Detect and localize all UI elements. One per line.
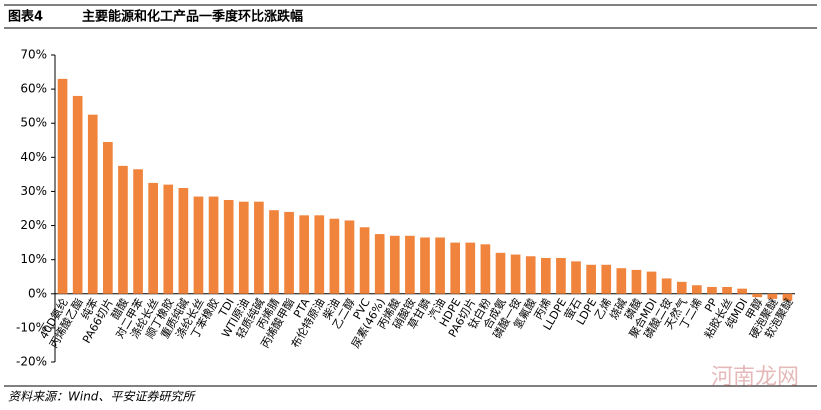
- bar: [178, 188, 189, 294]
- y-tick-label: 60%: [20, 82, 47, 96]
- bar: [480, 244, 491, 294]
- bar: [525, 256, 536, 294]
- bar: [87, 114, 98, 294]
- bar: [314, 215, 325, 294]
- bar: [344, 220, 355, 294]
- y-tick-label: -20%: [16, 355, 47, 369]
- bar: [163, 184, 174, 294]
- bar: [661, 278, 672, 294]
- bar: [435, 237, 445, 294]
- y-tick-label: 50%: [20, 116, 47, 130]
- y-tick-label: 40%: [20, 150, 47, 164]
- bar: [329, 218, 340, 294]
- bar: [359, 227, 370, 294]
- bar: [420, 237, 430, 294]
- y-tick-label: -10%: [16, 320, 47, 334]
- bar: [450, 242, 461, 294]
- bar: [389, 235, 400, 294]
- bar: [374, 234, 385, 294]
- bar: [782, 293, 793, 301]
- bar: [767, 293, 778, 299]
- bar: [208, 196, 219, 294]
- bar: [299, 215, 310, 294]
- y-tick-label: 0%: [28, 286, 47, 300]
- bar: [510, 254, 521, 294]
- bar: [465, 242, 476, 294]
- bar: [722, 286, 732, 294]
- bar: [601, 264, 612, 294]
- bar: [616, 268, 627, 294]
- bar: [540, 257, 551, 294]
- bar: [254, 201, 264, 294]
- x-tick-label: PP: [702, 296, 720, 314]
- bar: [556, 257, 566, 294]
- chart-title: 主要能源和化工产品一季度环比涨跌幅: [82, 9, 303, 25]
- bar: [646, 271, 657, 294]
- y-tick-label: 20%: [20, 218, 47, 232]
- bar: [238, 201, 249, 294]
- bar: [737, 288, 747, 294]
- source: 资料来源：Wind、平安证券研究所: [8, 390, 196, 404]
- bar: [223, 199, 234, 294]
- bar: [193, 196, 204, 294]
- watermark: 河南龙网: [711, 365, 799, 390]
- bar: [118, 165, 128, 294]
- bar: [752, 293, 763, 298]
- y-tick-label: 10%: [20, 252, 47, 266]
- y-tick-label: 30%: [20, 184, 47, 198]
- bar: [571, 261, 581, 294]
- figure-label: 图表4: [8, 9, 43, 25]
- bar: [284, 211, 294, 294]
- bar: [148, 182, 158, 294]
- bar: [707, 286, 717, 294]
- y-tick-label: 70%: [20, 48, 47, 62]
- bar: [631, 269, 642, 294]
- bar: [72, 95, 83, 294]
- bar: [692, 285, 702, 294]
- bar: [676, 281, 687, 294]
- bar: [133, 169, 143, 294]
- bar: [586, 264, 596, 294]
- bar: [103, 141, 113, 294]
- bar: [405, 235, 415, 294]
- bar: [269, 210, 279, 294]
- bar: [57, 78, 68, 294]
- bar: [495, 252, 506, 294]
